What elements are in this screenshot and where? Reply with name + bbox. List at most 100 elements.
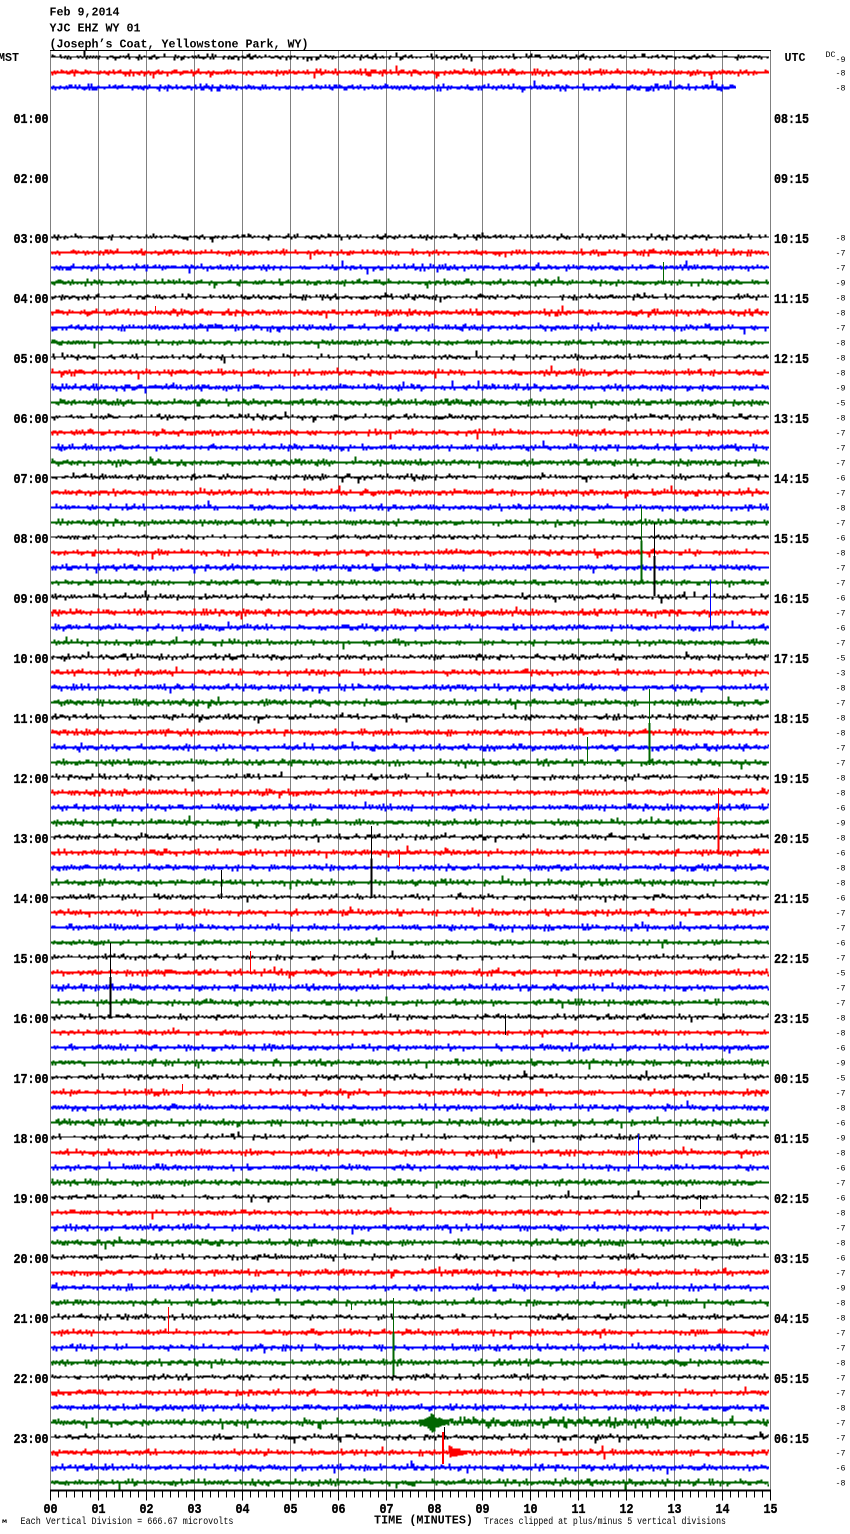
svg-text:-7: -7 [836, 1420, 846, 1429]
svg-text:-8: -8 [836, 880, 846, 889]
svg-text:01: 01 [92, 1503, 106, 1518]
svg-text:-8: -8 [836, 865, 846, 874]
svg-text:-8: -8 [836, 685, 846, 694]
svg-text:-7: -7 [836, 1435, 846, 1444]
svg-text:-7: -7 [836, 1330, 846, 1339]
svg-text:13:15: 13:15 [774, 413, 809, 428]
svg-text:23:15: 23:15 [774, 1013, 809, 1028]
svg-text:-8: -8 [836, 370, 846, 379]
svg-text:-6: -6 [836, 1045, 846, 1054]
svg-text:08:00: 08:00 [14, 533, 49, 548]
svg-text:-7: -7 [836, 490, 846, 499]
svg-text:-7: -7 [836, 580, 846, 589]
svg-text:-8: -8 [836, 715, 846, 724]
svg-text:10: 10 [524, 1503, 538, 1518]
svg-text:22:00: 22:00 [14, 1373, 49, 1388]
svg-text:12:00: 12:00 [14, 773, 49, 788]
svg-text:-8: -8 [836, 1210, 846, 1219]
svg-text:-5: -5 [836, 1075, 846, 1084]
svg-text:Feb 9,2014: Feb 9,2014 [50, 6, 120, 20]
svg-text:-7: -7 [836, 1000, 846, 1009]
svg-text:-7: -7 [836, 1180, 846, 1189]
svg-text:19:15: 19:15 [774, 773, 809, 788]
svg-text:-8: -8 [836, 295, 846, 304]
svg-text:-6: -6 [836, 625, 846, 634]
svg-text:00:15: 00:15 [774, 1073, 809, 1088]
svg-text:-6: -6 [836, 895, 846, 904]
svg-text:-8: -8 [836, 70, 846, 79]
svg-text:-7: -7 [836, 1225, 846, 1234]
svg-text:12:15: 12:15 [774, 353, 809, 368]
svg-text:UTC: UTC [785, 51, 806, 65]
svg-text:09:15: 09:15 [774, 173, 809, 188]
svg-text:-9: -9 [836, 820, 846, 829]
svg-text:09:00: 09:00 [14, 593, 49, 608]
svg-text:-7: -7 [836, 565, 846, 574]
svg-text:-7: -7 [836, 760, 846, 769]
svg-text:-7: -7 [836, 910, 846, 919]
svg-text:02: 02 [140, 1503, 154, 1518]
svg-text:-7: -7 [836, 985, 846, 994]
svg-text:01:00: 01:00 [14, 113, 49, 128]
svg-text:22:15: 22:15 [774, 953, 809, 968]
svg-text:-7: -7 [836, 325, 846, 334]
svg-text:-7: -7 [836, 925, 846, 934]
svg-text:15: 15 [764, 1503, 778, 1518]
svg-text:-6: -6 [836, 1165, 846, 1174]
svg-text:09: 09 [476, 1503, 490, 1518]
svg-text:-8: -8 [836, 1240, 846, 1249]
svg-text:21:00: 21:00 [14, 1313, 49, 1328]
svg-text:-6: -6 [836, 850, 846, 859]
svg-text:17:15: 17:15 [774, 653, 809, 668]
svg-text:06: 06 [332, 1503, 346, 1518]
svg-text:-7: -7 [836, 1270, 846, 1279]
svg-text:-7: -7 [836, 1090, 846, 1099]
svg-text:-7: -7 [836, 640, 846, 649]
svg-text:Traces clipped at plus/minus 5: Traces clipped at plus/minus 5 vertical … [484, 1516, 726, 1528]
svg-text:-7: -7 [836, 265, 846, 274]
svg-text:-8: -8 [836, 340, 846, 349]
svg-text:19:00: 19:00 [14, 1193, 49, 1208]
svg-text:-9: -9 [836, 1285, 846, 1294]
svg-text:-6: -6 [836, 595, 846, 604]
svg-text:-8: -8 [836, 550, 846, 559]
svg-text:18:00: 18:00 [14, 1133, 49, 1148]
svg-text:10:15: 10:15 [774, 233, 809, 248]
svg-text:-8: -8 [836, 1015, 846, 1024]
svg-text:03:15: 03:15 [774, 1253, 809, 1268]
svg-text:07:00: 07:00 [14, 473, 49, 488]
svg-text:16:15: 16:15 [774, 593, 809, 608]
svg-text:-8: -8 [836, 235, 846, 244]
svg-text:08:15: 08:15 [774, 113, 809, 128]
svg-text:MST: MST [0, 51, 19, 65]
svg-text:YJC EHZ WY 01: YJC EHZ WY 01 [50, 22, 141, 36]
svg-text:-8: -8 [836, 1480, 846, 1489]
svg-text:16:00: 16:00 [14, 1013, 49, 1028]
svg-text:03:00: 03:00 [14, 233, 49, 248]
svg-text:03: 03 [188, 1503, 202, 1518]
svg-text:07: 07 [380, 1503, 394, 1518]
svg-text:-7: -7 [836, 1375, 846, 1384]
svg-text:13: 13 [668, 1503, 682, 1518]
svg-text:-8: -8 [836, 85, 846, 94]
svg-text:10:00: 10:00 [14, 653, 49, 668]
svg-text:-6: -6 [836, 940, 846, 949]
svg-text:-8: -8 [836, 355, 846, 364]
svg-text:04:15: 04:15 [774, 1313, 809, 1328]
svg-text:02:00: 02:00 [14, 173, 49, 188]
svg-text:-8: -8 [836, 1360, 846, 1369]
svg-text:-7: -7 [836, 430, 846, 439]
svg-text:-8: -8 [836, 775, 846, 784]
svg-text:-9: -9 [836, 1060, 846, 1069]
svg-text:-7: -7 [836, 445, 846, 454]
svg-text:-9: -9 [836, 385, 846, 394]
svg-text:-7: -7 [836, 250, 846, 259]
svg-text:05: 05 [284, 1503, 298, 1518]
svg-text:-5: -5 [836, 655, 846, 664]
svg-text:-7: -7 [836, 1345, 846, 1354]
svg-text:-9: -9 [836, 56, 846, 65]
svg-text:-9: -9 [836, 1135, 846, 1144]
svg-text:-7: -7 [836, 520, 846, 529]
svg-text:12: 12 [620, 1503, 634, 1518]
svg-text:05:00: 05:00 [14, 353, 49, 368]
